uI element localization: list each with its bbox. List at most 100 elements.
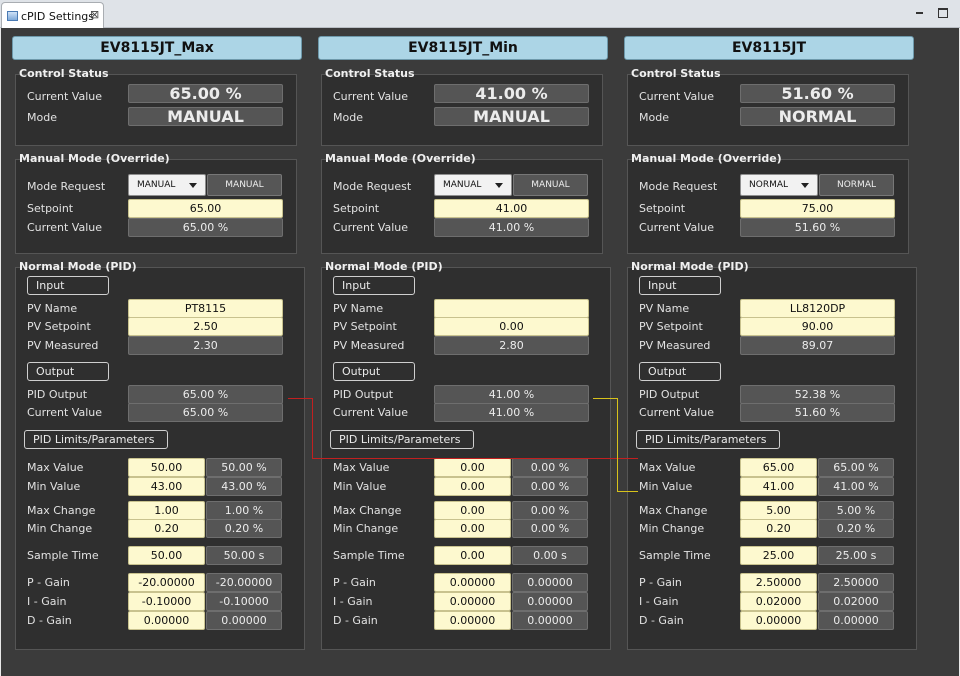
- max-change-readback: 0.00 %: [512, 501, 588, 520]
- pv-setpoint-label: PV Setpoint: [27, 320, 91, 333]
- pid-output-value: 41.00 %: [434, 385, 589, 404]
- p-gain-input[interactable]: -20.00000: [128, 573, 205, 592]
- max-change-label: Max Change: [639, 504, 708, 517]
- pv-measured-label: PV Measured: [639, 339, 711, 352]
- min-change-readback: 0.20 %: [206, 519, 282, 538]
- mode-label: Mode: [333, 111, 363, 124]
- pv-name-input[interactable]: LL8120DP: [740, 299, 895, 318]
- input-section-label: Input: [639, 276, 721, 295]
- max-value-input[interactable]: 65.00: [740, 458, 817, 477]
- maximize-icon[interactable]: [936, 6, 948, 18]
- min-change-input[interactable]: 0.20: [128, 519, 205, 538]
- min-change-input[interactable]: 0.00: [434, 519, 511, 538]
- d-gain-input[interactable]: 0.00000: [740, 611, 817, 630]
- pv-setpoint-input[interactable]: 2.50: [128, 317, 283, 336]
- tab-cpid-settings[interactable]: cPID Settings ⊠: [1, 2, 104, 28]
- min-value-label: Min Value: [333, 480, 387, 493]
- mode-label: Mode: [639, 111, 669, 124]
- mode-request-dropdown[interactable]: MANUAL: [434, 174, 512, 196]
- max-change-input[interactable]: 5.00: [740, 501, 817, 520]
- mode-request-button[interactable]: MANUAL: [207, 174, 282, 196]
- mode-label: Mode: [27, 111, 57, 124]
- output-section-label: Output: [333, 362, 415, 381]
- minimize-icon[interactable]: [914, 6, 926, 18]
- column-title: EV8115JT_Max: [12, 36, 302, 60]
- setpoint-input[interactable]: 75.00: [740, 199, 895, 218]
- min-change-input[interactable]: 0.20: [740, 519, 817, 538]
- red-link-wire-v: [312, 398, 313, 459]
- sample-time-readback: 25.00 s: [818, 546, 894, 565]
- mode-request-label: Mode Request: [333, 180, 412, 193]
- sample-time-readback: 0.00 s: [512, 546, 588, 565]
- setpoint-label: Setpoint: [27, 202, 74, 215]
- i-gain-input[interactable]: 0.00000: [434, 592, 511, 611]
- yellow-link-wire-h2: [617, 491, 638, 492]
- min-change-label: Min Change: [333, 522, 399, 535]
- chevron-down-icon: [801, 183, 809, 188]
- manual-current-value: 65.00 %: [128, 218, 283, 237]
- sample-time-readback: 50.00 s: [206, 546, 282, 565]
- pv-setpoint-input[interactable]: 90.00: [740, 317, 895, 336]
- tab-title: cPID Settings: [21, 10, 95, 23]
- pv-setpoint-input[interactable]: 0.00: [434, 317, 589, 336]
- p-gain-input[interactable]: 2.50000: [740, 573, 817, 592]
- max-value-label: Max Value: [639, 461, 696, 474]
- mode-request-dropdown[interactable]: MANUAL: [128, 174, 206, 196]
- min-value-input[interactable]: 0.00: [434, 477, 511, 496]
- output-current-value-label: Current Value: [333, 406, 409, 419]
- pid-output-label: PID Output: [333, 388, 394, 401]
- max-value-input[interactable]: 50.00: [128, 458, 205, 477]
- min-change-readback: 0.00 %: [512, 519, 588, 538]
- sample-time-input[interactable]: 0.00: [434, 546, 511, 565]
- d-gain-label: D - Gain: [333, 614, 378, 627]
- red-link-wire-h1: [288, 398, 313, 399]
- mode-request-button[interactable]: MANUAL: [513, 174, 588, 196]
- sample-time-input[interactable]: 25.00: [740, 546, 817, 565]
- pv-measured-label: PV Measured: [333, 339, 405, 352]
- pid-limits-section-label: PID Limits/Parameters: [636, 430, 780, 449]
- max-change-input[interactable]: 1.00: [128, 501, 205, 520]
- setpoint-input[interactable]: 41.00: [434, 199, 589, 218]
- output-current-value: 65.00 %: [128, 403, 283, 422]
- current-value-label: Current Value: [333, 90, 409, 103]
- p-gain-label: P - Gain: [639, 576, 682, 589]
- status-current-value: 41.00 %: [434, 84, 589, 103]
- setpoint-input[interactable]: 65.00: [128, 199, 283, 218]
- status-mode-value: MANUAL: [434, 107, 589, 126]
- p-gain-label: P - Gain: [333, 576, 376, 589]
- min-value-input[interactable]: 41.00: [740, 477, 817, 496]
- pv-name-input[interactable]: [434, 299, 589, 318]
- i-gain-input[interactable]: -0.10000: [128, 592, 205, 611]
- max-value-input[interactable]: 0.00: [434, 458, 511, 477]
- max-value-readback: 0.00 %: [512, 458, 588, 477]
- pv-measured-value: 2.30: [128, 336, 283, 355]
- d-gain-input[interactable]: 0.00000: [434, 611, 511, 630]
- min-value-readback: 43.00 %: [206, 477, 282, 496]
- min-change-readback: 0.20 %: [818, 519, 894, 538]
- sample-time-input[interactable]: 50.00: [128, 546, 205, 565]
- mode-request-dropdown[interactable]: NORMAL: [740, 174, 818, 196]
- max-change-input[interactable]: 0.00: [434, 501, 511, 520]
- max-value-label: Max Value: [333, 461, 390, 474]
- max-change-label: Max Change: [27, 504, 96, 517]
- column-title: EV8115JT_Min: [318, 36, 608, 60]
- p-gain-readback: -20.00000: [206, 573, 282, 592]
- red-link-wire-h2: [312, 458, 638, 459]
- pv-name-label: PV Name: [27, 302, 78, 315]
- pid-limits-section-label: PID Limits/Parameters: [330, 430, 474, 449]
- d-gain-readback: 0.00000: [512, 611, 588, 630]
- max-change-readback: 5.00 %: [818, 501, 894, 520]
- manual-mode-title: Manual Mode (Override): [325, 152, 476, 165]
- close-icon[interactable]: ⊠: [90, 8, 100, 21]
- mode-request-selected-value: MANUAL: [443, 180, 482, 190]
- mode-request-button[interactable]: NORMAL: [819, 174, 894, 196]
- pv-name-input[interactable]: PT8115: [128, 299, 283, 318]
- p-gain-input[interactable]: 0.00000: [434, 573, 511, 592]
- output-current-value-label: Current Value: [639, 406, 715, 419]
- yellow-link-wire-h1: [593, 398, 618, 399]
- d-gain-input[interactable]: 0.00000: [128, 611, 205, 630]
- i-gain-input[interactable]: 0.02000: [740, 592, 817, 611]
- pid-output-label: PID Output: [639, 388, 700, 401]
- input-section-label: Input: [27, 276, 109, 295]
- min-value-input[interactable]: 43.00: [128, 477, 205, 496]
